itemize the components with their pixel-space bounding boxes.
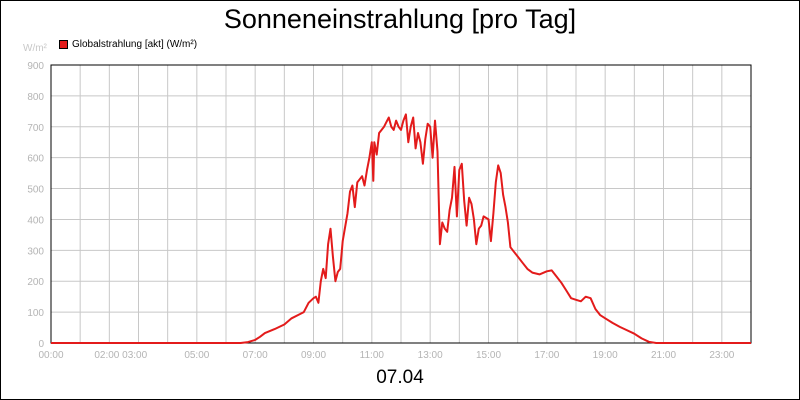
- x-tick-label: 02:00 03:00: [94, 350, 147, 361]
- y-tick-label: 300: [27, 246, 44, 257]
- y-tick-label: 500: [27, 185, 44, 196]
- plot-area-border: [50, 64, 752, 344]
- x-tick-label: 05:00: [184, 350, 209, 361]
- y-tick-label: 400: [27, 215, 44, 226]
- x-tick-label: 17:00: [534, 350, 559, 361]
- y-axis-unit: W/m²: [23, 43, 47, 54]
- series-line-globalstrahlung: [51, 113, 751, 344]
- chart-title: Sonneneinstrahlung [pro Tag]: [223, 4, 577, 34]
- y-tick-label: 100: [27, 308, 44, 319]
- x-tick-label: 00:00: [38, 350, 63, 361]
- y-tick-label: 800: [27, 92, 44, 103]
- y-tick-label: 600: [27, 154, 44, 165]
- legend-label: Globalstrahlung [akt] (W/m²): [72, 39, 198, 50]
- date-label: 07.04: [376, 367, 424, 388]
- x-tick-label: 23:00: [709, 350, 734, 361]
- x-tick-label: 13:00: [418, 350, 443, 361]
- x-tick-label: 15:00: [476, 350, 501, 361]
- y-tick-label: 700: [27, 123, 44, 134]
- x-tick-label: 11:00: [360, 350, 385, 361]
- y-tick-label: 200: [27, 277, 44, 288]
- legend-swatch: [59, 40, 68, 49]
- y-tick-label: 0: [38, 339, 44, 350]
- legend: Globalstrahlung [akt] (W/m²): [59, 39, 197, 50]
- x-tick-label: 07:00: [243, 350, 268, 361]
- x-tick-label: 09:00: [301, 350, 326, 361]
- x-tick-label: 21:00: [651, 350, 676, 361]
- y-tick-label: 900: [27, 61, 44, 72]
- x-tick-label: 19:00: [593, 350, 618, 361]
